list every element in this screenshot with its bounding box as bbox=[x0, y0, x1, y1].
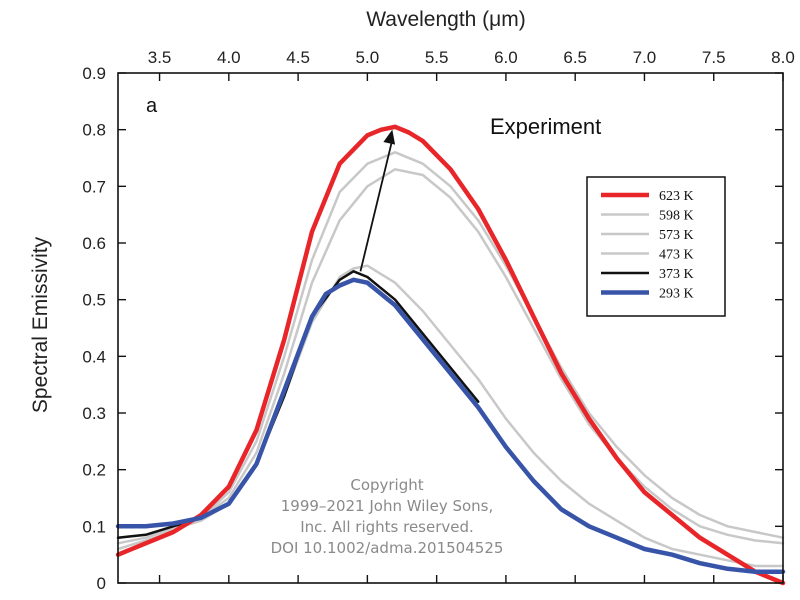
axis-ticks: 3.5 4.0 4.5 5.0 5.5 6.0 6.5 7.0 7.5 8.0 0 0.1 0.2 0.3… bbox=[82, 48, 794, 593]
y-tick-label: 0.3 bbox=[82, 404, 106, 423]
x-tick-label: 7.0 bbox=[633, 48, 657, 67]
series-layer bbox=[115, 124, 786, 586]
y-tick-label: 0.9 bbox=[82, 64, 106, 83]
y-tick-label: 0.8 bbox=[82, 121, 106, 140]
series-line-623k bbox=[115, 124, 786, 586]
legend-entry: 623 K bbox=[659, 189, 694, 204]
y-tick-label: 0.4 bbox=[82, 347, 106, 366]
y-tick-label: 0.6 bbox=[82, 234, 106, 253]
x-axis-title: Wavelength (μm) bbox=[366, 8, 526, 31]
x-tick-label: 7.5 bbox=[702, 48, 726, 67]
shift-arrow-shaft bbox=[359, 139, 394, 272]
series-line-293k bbox=[115, 277, 786, 574]
legend-entry: 293 K bbox=[659, 287, 694, 302]
y-tick-label: 0.1 bbox=[82, 517, 106, 536]
x-tick-label: 4.0 bbox=[217, 48, 241, 67]
copyright-watermark: Copyright 1999–2021 John Wiley Sons, Inc. … bbox=[271, 476, 504, 557]
watermark-line: 1999–2021 John Wiley Sons, bbox=[281, 497, 494, 515]
y-tick-label: 0.2 bbox=[82, 461, 106, 480]
legend: 623 K 598 K 573 K 473 K 373 K 293 K bbox=[586, 176, 726, 317]
y-axis-title: Spectral Emissivity bbox=[29, 236, 52, 413]
watermark-line: Inc. All rights reserved. bbox=[300, 518, 474, 536]
experiment-annotation: Experiment bbox=[490, 114, 601, 139]
x-tick-label: 6.5 bbox=[563, 48, 587, 67]
series-line-573k bbox=[116, 168, 785, 545]
y-tick-label: 0.5 bbox=[82, 291, 106, 310]
y-tick-label: 0.7 bbox=[82, 177, 106, 196]
arrow-layer bbox=[359, 129, 396, 272]
x-tick-label: 4.5 bbox=[286, 48, 310, 67]
x-tick-label: 3.5 bbox=[148, 48, 172, 67]
x-tick-label: 6.0 bbox=[494, 48, 518, 67]
x-tick-label: 8.0 bbox=[771, 48, 795, 67]
shift-arrow-head bbox=[383, 129, 396, 145]
plot-frame bbox=[117, 72, 784, 584]
legend-box bbox=[586, 176, 726, 317]
watermark-line: Copyright bbox=[350, 476, 423, 494]
x-tick-label: 5.5 bbox=[425, 48, 449, 67]
y-tick-label: 0 bbox=[97, 574, 106, 593]
legend-entry: 573 K bbox=[659, 228, 694, 243]
x-tick-label: 5.0 bbox=[356, 48, 380, 67]
legend-entry: 373 K bbox=[659, 267, 694, 282]
legend-entry: 598 K bbox=[659, 209, 694, 224]
series-line-598k bbox=[116, 151, 785, 551]
legend-entry: 473 K bbox=[659, 248, 694, 263]
panel-label: a bbox=[146, 95, 158, 117]
watermark-line: DOI 10.1002/adma.201504525 bbox=[271, 539, 504, 557]
